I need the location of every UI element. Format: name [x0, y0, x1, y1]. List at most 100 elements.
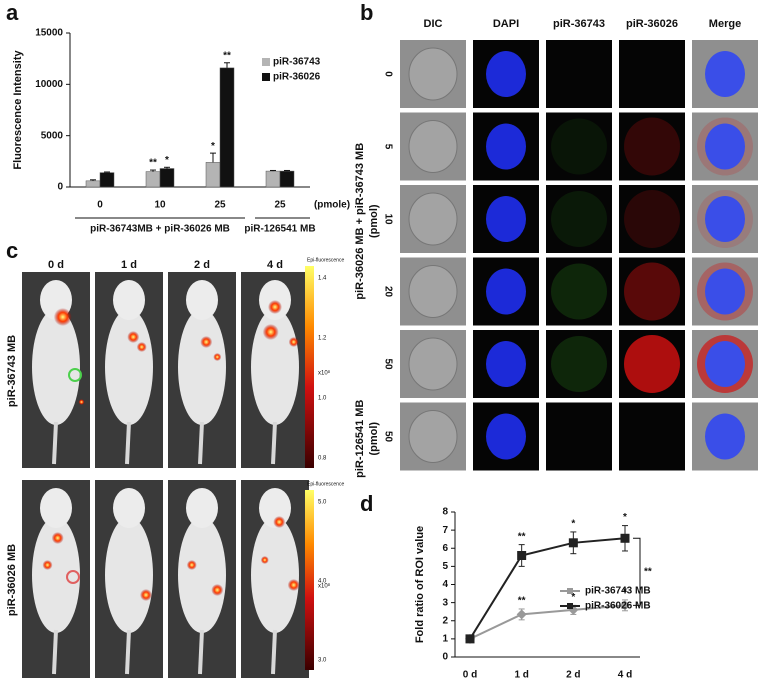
significance: **: [149, 158, 157, 169]
mouse-body: [251, 517, 299, 633]
colorbar: [305, 490, 314, 670]
mouse-body: [251, 309, 299, 425]
x-tick-label: 2 d: [566, 670, 580, 681]
mouse-tail: [198, 421, 204, 465]
bar: [159, 168, 175, 188]
column-header: DAPI: [493, 18, 519, 30]
y-tick-label: 5: [442, 561, 448, 572]
mouse-head: [186, 280, 218, 320]
point: [620, 600, 630, 611]
x-tick-label: 1 d: [514, 670, 528, 681]
image-cell: [619, 112, 685, 181]
image-cell: [619, 257, 685, 326]
colorbar-title: Epi-fluorescence: [307, 257, 344, 263]
series-line: [469, 604, 626, 640]
colorbar-unit: x10⁸: [318, 583, 331, 590]
nucleus: [486, 196, 526, 242]
image-cell: [546, 330, 612, 398]
mouse-body: [105, 309, 153, 425]
nucleus: [486, 413, 526, 460]
significance: *: [211, 141, 215, 152]
group-label: piR-36743MB + piR-36026 MB: [90, 224, 230, 235]
legend-swatch: [262, 58, 270, 66]
y-axis-label: Fluorescence Intensity: [12, 50, 24, 170]
y-tick-label: 15000: [35, 28, 63, 39]
nucleus: [705, 51, 745, 97]
colorbar-tick: 0.8: [318, 456, 327, 462]
row-label: 10: [382, 213, 393, 225]
cell-outline: [408, 192, 458, 246]
signal: [186, 560, 197, 570]
point: [620, 533, 630, 543]
x-tick-label: 4 d: [618, 670, 632, 681]
panel-label: c: [6, 238, 18, 263]
signal: [624, 335, 680, 393]
y-tick-label: 7: [442, 525, 448, 536]
mouse-tail: [52, 629, 58, 675]
nucleus: [705, 341, 745, 387]
y-tick-label: 0: [442, 652, 448, 663]
point: [465, 634, 475, 644]
significance: *: [623, 587, 627, 598]
column-header: Merge: [709, 18, 741, 30]
signal: [51, 532, 64, 544]
signal: [551, 118, 607, 175]
mouse-tail: [125, 421, 131, 465]
column-header: piR-36026: [626, 18, 678, 30]
group-label: (pmol): [368, 422, 380, 456]
roi: [66, 570, 80, 584]
group-label: piR-126541 MB: [244, 224, 315, 235]
row-label: piR-36026 MB: [6, 544, 18, 616]
bracket-label: **: [644, 566, 652, 577]
y-tick-label: 6: [442, 543, 448, 554]
panel-label: a: [6, 0, 19, 25]
day-label: 1 d: [121, 259, 137, 271]
mouse-head: [186, 488, 218, 528]
group-label: piR-126541 MB: [354, 400, 366, 478]
signal: [78, 399, 85, 405]
x-tick-label: 25: [274, 200, 286, 211]
cell-outline: [408, 265, 458, 318]
row-label: piR-36743 MB: [6, 335, 18, 407]
image-cell: [546, 402, 612, 471]
mouse-tail: [271, 421, 277, 465]
signal: [260, 556, 269, 564]
mouse-body: [32, 309, 80, 425]
day-label: 2 d: [194, 259, 210, 271]
cell-outline: [408, 410, 458, 463]
significance: *: [623, 512, 627, 523]
image-cell: [546, 112, 612, 181]
nucleus: [486, 123, 526, 170]
day-label: 4 d: [267, 259, 283, 271]
row-label: 20: [382, 286, 393, 298]
significance: *: [571, 519, 575, 530]
bracket: [633, 537, 641, 606]
nucleus: [486, 268, 526, 315]
colorbar-tick: 1.0: [318, 396, 327, 402]
point: [516, 609, 527, 620]
legend-label: piR-36743: [273, 57, 321, 68]
nucleus: [705, 413, 745, 460]
mouse-body: [178, 517, 226, 633]
legend-marker: [567, 588, 573, 594]
bar: [85, 180, 101, 188]
legend-label: piR-36026 MB: [585, 601, 651, 612]
colorbar: [305, 266, 314, 468]
signal: [624, 117, 680, 176]
y-tick-label: 2: [442, 615, 448, 626]
colorbar-tick: 4.0: [318, 579, 327, 585]
signal: [262, 324, 279, 340]
colorbar-tick: 3.0: [318, 658, 327, 664]
row-label: 50: [382, 431, 393, 443]
y-tick-label: 4: [442, 579, 448, 590]
x-tick-label: 25: [214, 200, 226, 211]
signal: [42, 560, 53, 570]
x-tick-label: 0 d: [463, 670, 477, 681]
signal: [624, 262, 680, 321]
column-header: piR-36743: [553, 18, 605, 30]
mouse-tail: [271, 629, 277, 675]
roi: [68, 368, 82, 382]
significance: **: [223, 50, 231, 61]
image-cell: [546, 185, 612, 253]
signal: [140, 589, 152, 601]
